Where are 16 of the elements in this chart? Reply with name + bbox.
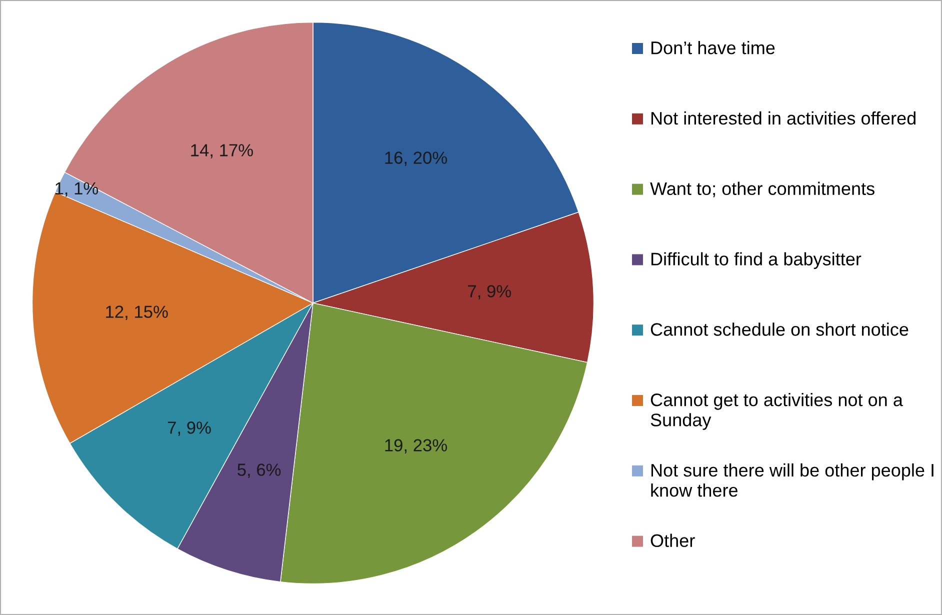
data-label: 14, 17%: [191, 144, 253, 158]
data-label: 19, 23%: [385, 439, 447, 454]
legend-label: Other: [650, 534, 695, 548]
legend-label: Not interested in activities offered: [651, 111, 916, 125]
data-label: 12, 15%: [106, 306, 168, 320]
legend-label: Want to; other commitments: [650, 182, 874, 198]
data-label: 5, 6%: [238, 464, 281, 478]
legend-label: Don’t have time: [651, 41, 775, 54]
data-label: 7, 9%: [468, 285, 511, 300]
legend-label: Difficult to find a babysitter: [651, 252, 862, 270]
data-label: 16, 20%: [385, 152, 447, 166]
legend-label: Cannot get to activities not on a Sunday: [650, 393, 903, 430]
data-label: 7, 9%: [168, 422, 211, 436]
legend-label: Cannot schedule on short notice: [650, 322, 908, 336]
data-label: 1, 1%: [56, 182, 98, 197]
legend-label: Not sure there will be other people I know there: [651, 463, 934, 497]
